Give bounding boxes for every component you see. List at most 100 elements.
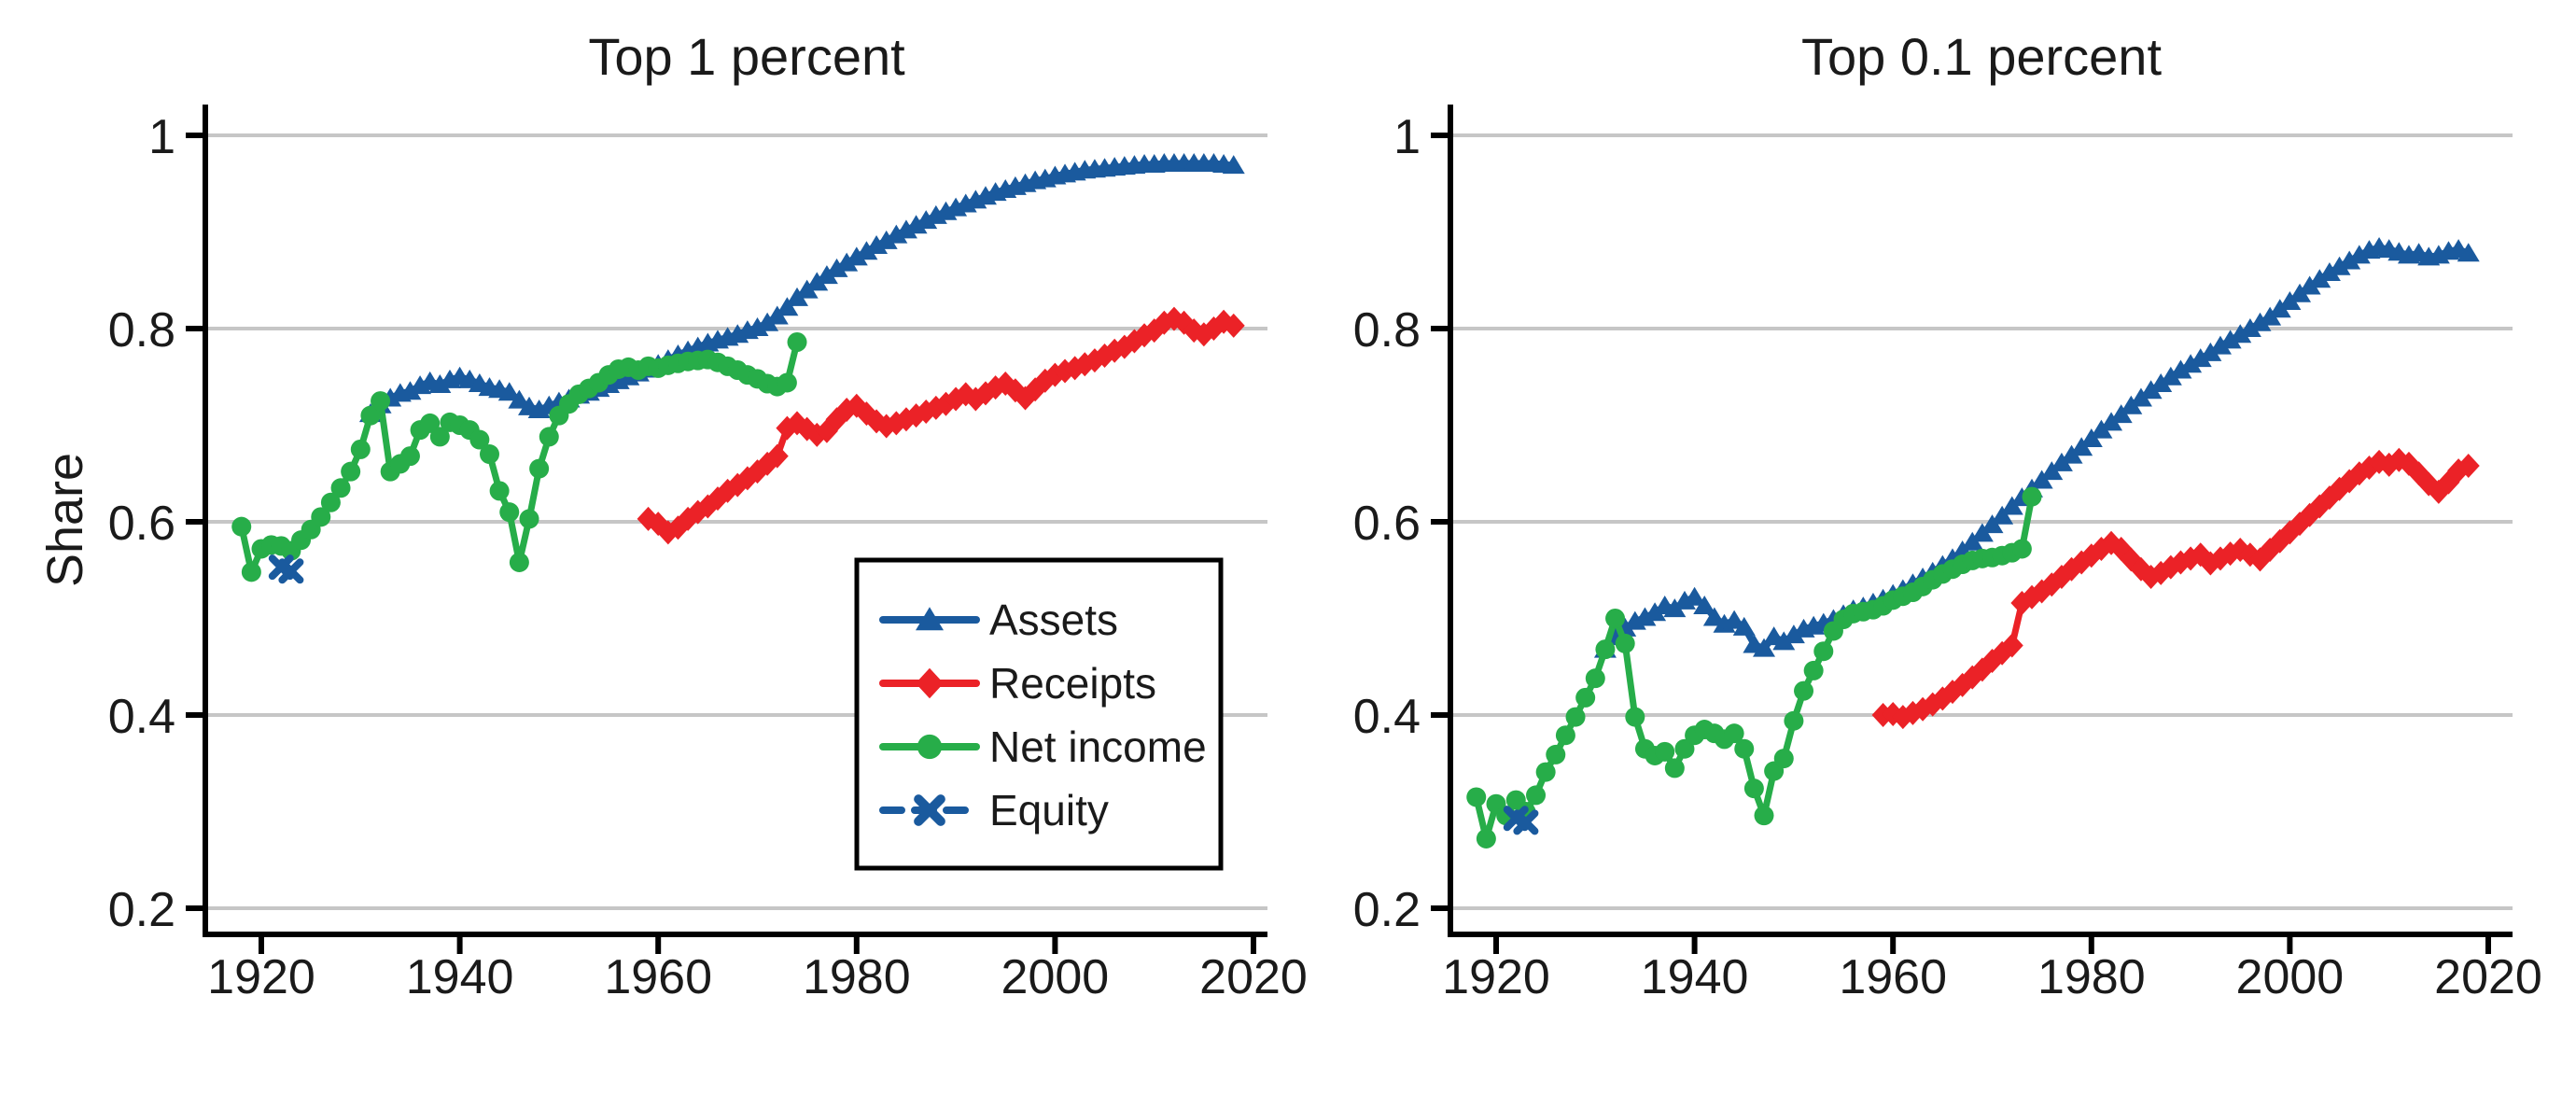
legend-label-net-income: Net income — [989, 722, 1207, 771]
y-tick-label: 0.4 — [1353, 690, 1421, 744]
legend-item-net-income: Net income — [879, 722, 1207, 771]
circle-marker — [311, 507, 331, 527]
circle-marker — [529, 458, 550, 479]
triangle-marker — [805, 272, 829, 291]
x-tick-label: 2000 — [2236, 950, 2345, 1004]
triangle-marker — [2149, 372, 2173, 392]
circle-marker — [1595, 639, 1616, 660]
triangle-marker — [894, 219, 917, 239]
axis-spine — [203, 105, 1267, 937]
triangle-marker — [2347, 245, 2371, 264]
series-net-income — [231, 331, 807, 582]
x-tick-label: 1980 — [803, 950, 911, 1004]
y-tick-label: 0.2 — [108, 883, 175, 937]
triangle-marker — [2317, 261, 2341, 281]
plot-area-top-0.1-percent: 0.2 0.4 0.6 0.8 1 1920 1940 1960 1980 2000 2020 — [1353, 105, 2542, 1004]
legend-label-assets: Assets — [989, 596, 1118, 644]
circle-marker — [371, 391, 391, 412]
circle-marker — [2022, 486, 2042, 507]
circle-marker — [350, 439, 371, 459]
x-tick-label: 2020 — [1199, 950, 1308, 1004]
circle-marker — [1674, 738, 1695, 759]
triangle-marker — [1644, 602, 1667, 622]
assets-line-triangle-icon — [879, 607, 980, 631]
triangle-marker — [1732, 616, 1756, 636]
circle-marker — [1655, 741, 1675, 762]
circle-marker — [360, 405, 381, 426]
y-tick-label: 0.8 — [1353, 303, 1421, 358]
circle-marker — [1803, 660, 1824, 680]
series-line — [238, 338, 801, 576]
triangle-marker — [1693, 596, 1716, 615]
triangle-marker — [1753, 638, 1776, 657]
circle-marker — [1476, 828, 1496, 849]
series-line — [645, 316, 1238, 536]
diamond-marker — [1222, 313, 1245, 338]
circle-marker — [1625, 707, 1645, 727]
diamond-marker — [916, 667, 944, 699]
triangle-marker — [2189, 348, 2212, 368]
series-equity — [268, 554, 304, 584]
diamond-marker — [2457, 453, 2480, 478]
circle-marker — [399, 446, 420, 467]
triangle-marker — [2139, 380, 2163, 400]
circle-marker — [1773, 749, 1794, 769]
y-tick-label: 0.2 — [1353, 883, 1421, 937]
triangle-marker — [1782, 624, 1805, 644]
circle-marker — [489, 481, 510, 501]
triangle-marker — [1991, 505, 2014, 525]
circle-marker — [341, 461, 361, 482]
legend-item-equity: Equity — [879, 786, 1109, 835]
triangle-marker — [825, 258, 848, 277]
triangle-marker — [1222, 155, 1245, 175]
circle-marker — [479, 444, 499, 465]
triangle-marker — [855, 241, 878, 260]
circle-marker — [2011, 539, 2032, 559]
x-marker — [914, 794, 945, 826]
circle-marker — [231, 516, 252, 537]
x-tick-label: 1940 — [1641, 950, 1749, 1004]
circle-marker — [1813, 641, 1834, 662]
equity-dashed-x-icon — [879, 794, 980, 826]
x-tick-label: 1920 — [207, 950, 315, 1004]
triangle-marker — [2457, 243, 2480, 262]
net-income-line-circle-icon — [879, 734, 980, 760]
y-tick-label: 1 — [148, 110, 175, 164]
circle-marker — [539, 427, 559, 447]
y-tick-label: 0.4 — [108, 690, 175, 744]
circle-marker — [1734, 738, 1755, 759]
legend-label-equity: Equity — [989, 786, 1109, 835]
triangle-marker — [835, 252, 859, 272]
x-tick-label: 2000 — [1001, 950, 1110, 1004]
triangle-marker — [399, 381, 422, 400]
triangle-marker — [2219, 330, 2242, 349]
series-receipts — [1871, 447, 2480, 730]
circle-marker — [1535, 762, 1556, 782]
triangle-marker — [1633, 607, 1657, 626]
receipts-line-diamond-icon — [879, 667, 980, 699]
x-marker — [1513, 809, 1539, 835]
diamond-marker — [1891, 705, 1914, 730]
circle-marker — [1546, 744, 1566, 764]
circle-marker — [1784, 710, 1804, 731]
diamond-marker — [2338, 469, 2361, 494]
triangle-marker — [2179, 354, 2203, 373]
triangle-marker — [885, 224, 908, 244]
triangle-marker — [815, 265, 838, 285]
legend-item-receipts: Receipts — [879, 659, 1156, 708]
circle-marker — [917, 734, 943, 760]
circle-marker — [1615, 633, 1635, 653]
triangle-marker — [2159, 366, 2182, 386]
triangle-marker — [916, 607, 944, 631]
diamond-marker — [765, 443, 789, 469]
circle-marker — [1605, 609, 1626, 628]
circle-marker — [1664, 758, 1685, 778]
circle-marker — [1585, 668, 1605, 689]
circle-marker — [429, 427, 450, 447]
panel-title-top-1-percent: Top 1 percent — [588, 27, 905, 86]
diamond-marker — [726, 472, 749, 498]
series-receipts — [637, 306, 1245, 545]
y-tick-label: 0.8 — [108, 303, 175, 358]
